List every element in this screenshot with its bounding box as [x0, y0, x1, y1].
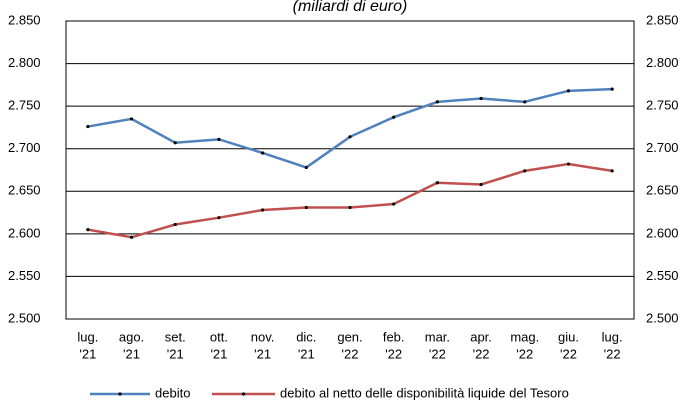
legend-marker [118, 392, 122, 396]
y2-tick-label: 2.500 [646, 310, 679, 325]
chart-title: (miliardi di euro) [293, 0, 408, 15]
data-point [523, 100, 527, 104]
data-point [261, 151, 265, 155]
data-point [217, 137, 221, 141]
x-tick-label: set. [165, 329, 186, 344]
y2-tick-label: 2.700 [646, 140, 679, 155]
x-tick-label: nov. [251, 329, 275, 344]
data-point [479, 182, 483, 187]
x-tick-label: '21 [167, 346, 184, 361]
x-tick-label: '21 [298, 346, 315, 361]
y2-tick-label: 2.750 [646, 98, 679, 113]
y2-tick-label: 2.650 [646, 183, 679, 198]
x-tick-label: '22 [604, 346, 621, 361]
y-tick-label: 2.800 [8, 55, 41, 70]
x-tick-label: '22 [516, 346, 533, 361]
data-point [173, 141, 177, 145]
data-point [129, 235, 134, 239]
y-tick-label: 2.550 [8, 268, 41, 283]
data-point [86, 124, 90, 129]
x-tick-label: '21 [123, 346, 140, 361]
data-point [610, 87, 614, 91]
x-tick-label: dic. [296, 329, 316, 344]
data-point [304, 205, 308, 210]
y2-tick-label: 2.600 [646, 225, 679, 240]
x-tick-label: '21 [210, 346, 227, 361]
data-point [523, 169, 527, 173]
x-tick-label: gen. [337, 329, 362, 344]
x-tick-label: lug. [77, 329, 98, 344]
x-tick-label: feb. [383, 329, 405, 344]
y-tick-label: 2.750 [8, 98, 41, 113]
data-point [392, 115, 396, 119]
y-tick-label: 2.650 [8, 183, 41, 198]
data-point [129, 117, 134, 121]
x-tick-label: ott. [210, 329, 228, 344]
y2-tick-label: 2.550 [646, 268, 679, 283]
x-tick-label: '21 [254, 346, 271, 361]
x-tick-label: '22 [342, 346, 359, 361]
y2-tick-label: 2.800 [646, 55, 679, 70]
legend-label: debito [155, 385, 190, 400]
series-line [87, 162, 613, 239]
data-point [566, 162, 571, 166]
data-point [348, 135, 352, 139]
y-tick-label: 2.600 [8, 225, 41, 240]
data-point [348, 205, 352, 210]
legend-marker [241, 392, 246, 396]
x-tick-label: '21 [79, 346, 96, 361]
y-tick-label: 2.850 [8, 12, 41, 27]
data-point [217, 216, 221, 220]
series-line [87, 87, 613, 169]
data-point [304, 165, 308, 170]
data-point [435, 100, 439, 104]
data-point [479, 96, 483, 101]
x-tick-label: '22 [473, 346, 490, 361]
x-tick-label: apr. [470, 329, 492, 344]
x-tick-label: giu. [558, 329, 579, 344]
data-point [566, 89, 571, 93]
legend-label: debito al netto delle disponibilità liqu… [280, 385, 569, 400]
data-point [435, 181, 439, 185]
x-tick-label: '22 [385, 346, 402, 361]
y-tick-label: 2.700 [8, 140, 41, 155]
data-point [86, 228, 90, 232]
x-tick-label: '22 [560, 346, 577, 361]
x-tick-label: ago. [119, 329, 144, 344]
x-tick-label: lug. [602, 329, 623, 344]
y2-tick-label: 2.850 [646, 12, 679, 27]
y-tick-label: 2.500 [8, 310, 41, 325]
data-point [392, 202, 396, 206]
plot-frame [65, 20, 635, 320]
data-point [261, 208, 265, 212]
data-point [173, 222, 177, 227]
data-point [610, 169, 614, 173]
x-tick-label: mag. [510, 329, 539, 344]
x-tick-label: mar. [425, 329, 450, 344]
x-tick-label: '22 [429, 346, 446, 361]
